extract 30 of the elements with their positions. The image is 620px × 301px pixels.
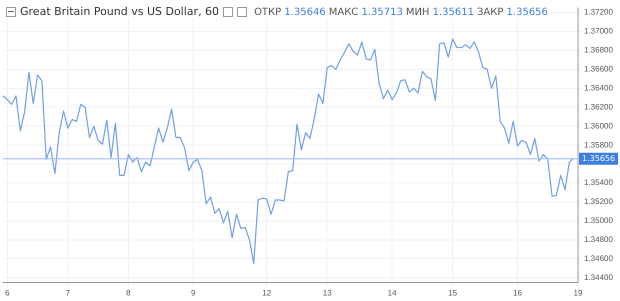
y-tick-label: 1.36800 <box>584 46 614 55</box>
y-tick-label: 1.36200 <box>584 102 614 112</box>
x-tick-label: 15 <box>448 288 458 298</box>
x-tick-label: 16 <box>513 288 522 298</box>
y-tick-label: 1.35400 <box>584 178 614 188</box>
y-tick-label: 1.36600 <box>584 64 614 74</box>
y-tick-label: 1.34400 <box>584 272 614 282</box>
ref-line-label: 1.35656 <box>582 154 616 163</box>
chart-title: Great Britain Pound vs US Dollar, 60 <box>20 5 220 18</box>
x-tick-label: 19 <box>574 288 583 298</box>
annotation: МАКС 1.35713 <box>328 7 403 18</box>
y-tick-label: 1.35200 <box>584 197 614 206</box>
annotation: МИН 1.35611 <box>406 7 474 18</box>
annotation: ОТКР 1.35646 <box>254 7 326 18</box>
y-tick-label: 1.37200 <box>584 8 614 17</box>
y-tick-label: 1.35000 <box>584 216 614 226</box>
x-tick-label: 6 <box>5 288 10 298</box>
x-tick-label: 9 <box>191 288 196 298</box>
y-tick-label: 1.36400 <box>584 83 614 92</box>
x-tick-label: 14 <box>388 288 398 298</box>
x-tick-label: 13 <box>322 288 332 298</box>
y-tick-label: 1.35800 <box>584 140 614 150</box>
x-tick-label: 12 <box>262 288 272 298</box>
y-tick-label: 1.37000 <box>584 26 614 36</box>
y-tick-label: 1.36000 <box>584 121 614 130</box>
annotation: ЗАКР 1.35656 <box>476 7 548 18</box>
y-tick-label: 1.34600 <box>584 254 614 263</box>
x-tick-label: 7 <box>66 288 71 298</box>
y-tick-label: 1.34800 <box>584 234 614 244</box>
x-tick-label: 8 <box>126 288 132 298</box>
